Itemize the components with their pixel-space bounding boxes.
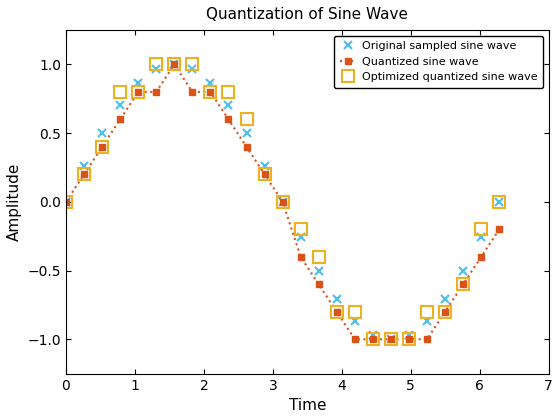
Quantized sine wave [460,282,466,287]
Quantized sine wave [297,254,304,259]
Optimized quantized sine wave [117,89,124,94]
Optimized quantized sine wave [63,200,69,205]
Optimized quantized sine wave [189,62,195,67]
Quantized sine wave [153,89,160,94]
Optimized quantized sine wave [225,89,232,94]
Optimized quantized sine wave [297,227,304,232]
Optimized quantized sine wave [442,309,449,314]
Original sampled sine wave [63,200,69,205]
Optimized quantized sine wave [352,309,358,314]
Quantized sine wave [405,337,412,342]
Original sampled sine wave [460,268,466,273]
Optimized quantized sine wave [207,89,214,94]
Optimized quantized sine wave [333,309,340,314]
Quantized sine wave [171,62,178,67]
Original sampled sine wave [478,235,484,240]
Original sampled sine wave [315,268,322,273]
Y-axis label: Amplitude: Amplitude [7,163,22,241]
Quantized sine wave [370,337,376,342]
Quantized sine wave [315,282,322,287]
Quantized sine wave [442,309,449,314]
Line: Optimized quantized sine wave: Optimized quantized sine wave [60,58,506,346]
Quantized sine wave [243,144,250,150]
Line: Original sampled sine wave: Original sampled sine wave [62,60,503,344]
X-axis label: Time: Time [288,398,326,413]
Original sampled sine wave [135,80,142,85]
Line: Quantized sine wave: Quantized sine wave [63,62,502,342]
Original sampled sine wave [99,131,105,136]
Quantized sine wave [225,117,232,122]
Optimized quantized sine wave [135,89,142,94]
Optimized quantized sine wave [496,200,503,205]
Optimized quantized sine wave [388,337,394,342]
Original sampled sine wave [81,164,87,169]
Original sampled sine wave [279,200,286,205]
Original sampled sine wave [171,62,178,67]
Optimized quantized sine wave [478,227,484,232]
Quantized sine wave [99,144,105,150]
Original sampled sine wave [442,297,449,302]
Quantized sine wave [81,172,87,177]
Quantized sine wave [424,337,431,342]
Original sampled sine wave [117,102,124,107]
Original sampled sine wave [424,318,431,323]
Optimized quantized sine wave [81,172,87,177]
Quantized sine wave [189,89,195,94]
Quantized sine wave [279,200,286,205]
Legend: Original sampled sine wave, Quantized sine wave, Optimized quantized sine wave: Original sampled sine wave, Quantized si… [334,36,543,88]
Original sampled sine wave [207,80,214,85]
Original sampled sine wave [243,131,250,136]
Original sampled sine wave [225,102,232,107]
Original sampled sine wave [352,318,358,323]
Original sampled sine wave [297,235,304,240]
Original sampled sine wave [189,67,195,72]
Original sampled sine wave [153,67,160,72]
Original sampled sine wave [405,332,412,337]
Quantized sine wave [478,254,484,259]
Quantized sine wave [135,89,142,94]
Optimized quantized sine wave [261,172,268,177]
Optimized quantized sine wave [153,62,160,67]
Quantized sine wave [388,337,394,342]
Optimized quantized sine wave [424,309,431,314]
Optimized quantized sine wave [171,62,178,67]
Optimized quantized sine wave [405,337,412,342]
Original sampled sine wave [496,200,503,205]
Original sampled sine wave [261,164,268,169]
Original sampled sine wave [333,297,340,302]
Quantized sine wave [207,89,214,94]
Original sampled sine wave [388,337,394,342]
Original sampled sine wave [370,332,376,337]
Optimized quantized sine wave [99,144,105,150]
Optimized quantized sine wave [315,254,322,259]
Quantized sine wave [261,172,268,177]
Optimized quantized sine wave [279,200,286,205]
Quantized sine wave [63,200,69,205]
Optimized quantized sine wave [243,117,250,122]
Quantized sine wave [117,117,124,122]
Quantized sine wave [496,227,503,232]
Optimized quantized sine wave [370,337,376,342]
Quantized sine wave [352,337,358,342]
Optimized quantized sine wave [460,282,466,287]
Title: Quantization of Sine Wave: Quantization of Sine Wave [206,7,408,22]
Quantized sine wave [333,309,340,314]
